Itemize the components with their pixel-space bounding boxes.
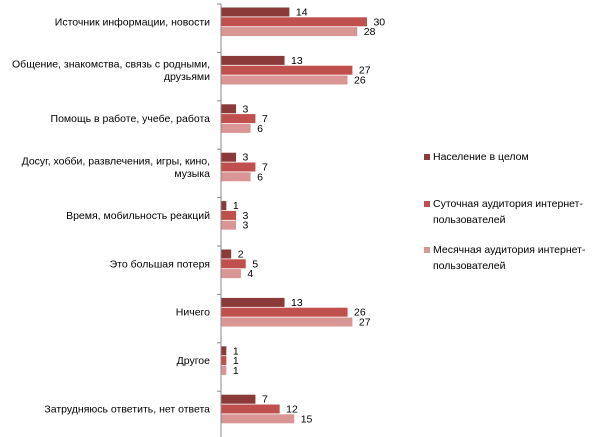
category-label: Общение, знакомства, связь с родными, дру…: [12, 58, 210, 83]
value-label: 15: [301, 413, 313, 425]
bar: [221, 55, 285, 65]
bar: [221, 123, 251, 133]
value-label: 1: [233, 355, 239, 367]
legend: Население в целом Суточная аудитория инте…: [424, 151, 586, 272]
value-label: 1: [233, 345, 239, 357]
bar: [221, 75, 348, 85]
value-label: 26: [354, 307, 366, 319]
category-label: Ничего: [176, 307, 210, 319]
value-label: 1: [233, 365, 239, 377]
value-label: 28: [364, 26, 376, 38]
value-label: 5: [252, 258, 258, 270]
category-axis: [217, 3, 222, 437]
bar: [221, 210, 237, 220]
value-label: 7: [262, 162, 268, 174]
bar: [221, 356, 227, 366]
bar: [221, 220, 237, 230]
bar: [221, 269, 241, 279]
bar: [221, 152, 237, 162]
legend-swatch: [424, 201, 430, 207]
value-label: 26: [354, 75, 366, 87]
bar: [221, 404, 280, 414]
bar: [221, 394, 256, 404]
value-label: 27: [359, 317, 371, 329]
bar: [221, 17, 367, 27]
value-label: 30: [373, 16, 385, 28]
value-label: 3: [243, 210, 249, 222]
category-label: Время, мобильность реакций: [66, 210, 210, 222]
category-label: Досуг, хобби, развлечения, игры, кино, му…: [22, 155, 211, 180]
value-label: 1: [233, 200, 239, 212]
bar: [221, 259, 246, 269]
legend-label: Суточная аудитория интернет-пользователе…: [433, 198, 583, 226]
bar: [221, 27, 358, 37]
bar: [221, 114, 256, 124]
value-label: 14: [296, 7, 308, 19]
category-label: Другое: [177, 355, 211, 367]
value-label: 3: [243, 220, 249, 232]
category-label: Это большая потеря: [110, 258, 210, 270]
bar: [221, 346, 227, 356]
bar: [221, 365, 227, 375]
bar: [221, 201, 227, 211]
legend-swatch: [424, 247, 430, 253]
value-label: 3: [243, 103, 249, 115]
bar: [221, 307, 348, 317]
value-label: 13: [291, 297, 303, 309]
value-label: 2: [238, 249, 244, 261]
bar: [221, 317, 353, 327]
category-label: Помощь в работе, учебе, работа: [51, 113, 211, 125]
category-label: Затрудняюсь ответить, нет ответа: [44, 404, 210, 416]
category-label: Источник информации, новости: [55, 16, 210, 28]
legend-swatch: [424, 154, 430, 160]
value-label: 27: [359, 65, 371, 77]
value-label: 13: [291, 55, 303, 67]
legend-label: Население в целом: [433, 151, 529, 163]
value-label: 7: [262, 113, 268, 125]
value-label: 6: [257, 123, 263, 135]
bar: [221, 104, 237, 114]
value-label: 7: [262, 394, 268, 406]
bar: [221, 172, 251, 182]
bar: [221, 7, 290, 17]
value-label: 4: [247, 268, 253, 280]
legend-label: Месячная аудитория интернет-пользователе…: [433, 244, 586, 272]
value-label: 6: [257, 171, 263, 183]
bar: [221, 162, 256, 172]
value-label: 12: [286, 404, 298, 416]
bar: [221, 297, 285, 307]
bar: [221, 414, 295, 424]
value-label: 3: [243, 152, 249, 164]
category-labels: Источник информации, новости Общение, зна…: [12, 16, 210, 415]
bar: [221, 249, 232, 259]
bar: [221, 65, 353, 75]
